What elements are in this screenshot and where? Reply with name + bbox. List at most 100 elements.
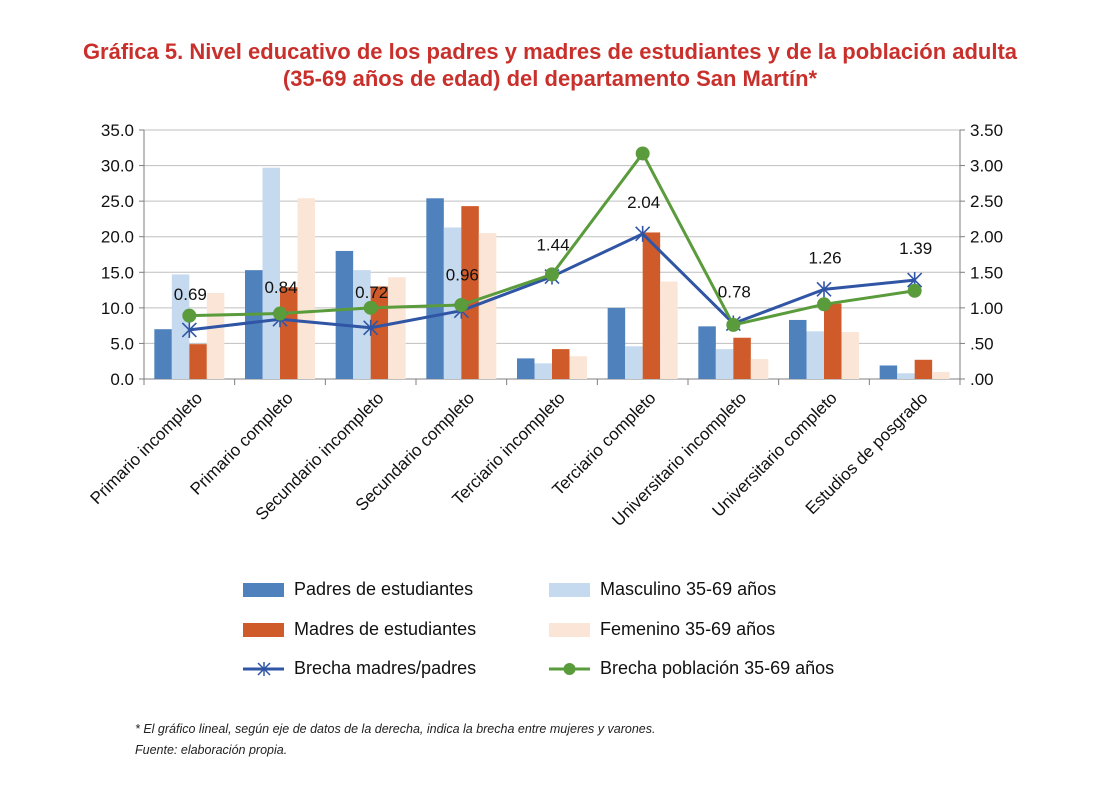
bar-padres [879, 365, 898, 379]
category-label: Primario incompleto [86, 388, 206, 508]
legend-item-brecha-poblacion: Brecha población 35-69 años [549, 658, 834, 679]
lines [181, 146, 923, 338]
left-tick-label: 0.0 [110, 370, 134, 389]
bar-padres [154, 329, 172, 379]
legend-label-femenino: Femenino 35-69 años [600, 619, 776, 639]
bar-padres [607, 307, 626, 379]
bar-madres [189, 344, 207, 379]
bar-padres [245, 270, 263, 379]
data-label-brecha-madres-padres: 0.78 [718, 283, 751, 302]
bar-masculino [806, 331, 824, 379]
bar-padres [517, 358, 535, 379]
legend-item-masculino: Masculino 35-69 años [549, 579, 776, 600]
marker-brecha-madres-padres [363, 319, 379, 336]
left-tick-label: 30.0 [101, 157, 134, 176]
marker-brecha-poblacion [273, 306, 287, 321]
marker-brecha-poblacion [817, 297, 831, 312]
right-tick-label: 1.00 [970, 299, 1003, 318]
marker-brecha-madres-padres [816, 281, 832, 298]
chart-title-line-2: (35-69 años de edad) del departamento Sa… [282, 66, 818, 91]
left-tick-label: 10.0 [101, 299, 134, 318]
legend-item-padres: Padres de estudiantes [243, 579, 473, 600]
bar-femenino [750, 359, 769, 379]
bar-masculino [353, 270, 371, 379]
bar-padres [789, 319, 807, 379]
bar-masculino [171, 274, 190, 379]
bar-padres [426, 198, 444, 379]
bar-madres [914, 359, 933, 379]
bar-padres [698, 326, 716, 379]
bar-madres [733, 337, 751, 379]
legend-item-madres: Madres de estudiantes [243, 619, 476, 640]
bar-femenino [569, 356, 587, 379]
left-tick-label: 25.0 [101, 192, 134, 211]
bar-femenino [478, 233, 497, 379]
legend-label-madres: Madres de estudiantes [294, 619, 477, 639]
data-label-brecha-madres-padres: 1.39 [899, 239, 932, 258]
bar-madres [552, 349, 570, 379]
bar-padres [335, 250, 354, 379]
chart-area: 0.0 .00 5.0 .50 10.0 1.00 15.0 1.50 20.0 2.00 25.0… [86, 121, 1003, 530]
legend-item-femenino: Femenino 35-69 años [549, 619, 775, 640]
left-tick-label: 20.0 [101, 228, 134, 247]
right-tick-label: .00 [970, 370, 994, 389]
footnotes: * El gráfico lineal, según eje de datos … [135, 719, 655, 761]
bar-madres [461, 206, 479, 379]
source-note: Fuente: elaboración propia. [135, 743, 288, 757]
bar-masculino [534, 363, 552, 379]
bar-femenino [297, 198, 315, 379]
legend-label-masculino: Masculino 35-69 años [600, 579, 777, 599]
tick-labels: 0.0 .00 5.0 .50 10.0 1.00 15.0 1.50 20.0 2.00 25.0… [101, 121, 1003, 389]
chart-title-line-1: Gráfica 5. Nivel educativo de los padres… [82, 39, 1018, 64]
data-label-brecha-madres-padres: 1.44 [536, 236, 569, 255]
bar-masculino [715, 349, 734, 379]
right-tick-label: 2.50 [970, 192, 1003, 211]
footnote-line: * El gráfico lineal, según eje de datos … [135, 722, 656, 736]
bar-femenino [841, 332, 859, 379]
legend-item-brecha-madres-padres: Brecha madres/padres [243, 658, 476, 679]
marker-brecha-poblacion [635, 146, 650, 161]
bar-femenino [660, 281, 678, 379]
marker-brecha-madres-padres [635, 225, 651, 242]
data-labels: 0.69 0.84 0.72 0.96 1.44 2.04 0.78 1.26 1.39 [174, 193, 932, 304]
marker-brecha-poblacion [545, 267, 559, 282]
legend-swatch-masculino [549, 582, 590, 597]
marker-brecha-poblacion [182, 308, 197, 323]
bar-femenino [932, 371, 950, 379]
left-tick-label: 35.0 [101, 121, 134, 140]
legend-swatch-madres [243, 622, 284, 637]
data-label-brecha-madres-padres: 0.69 [174, 285, 207, 304]
bar-masculino [262, 167, 280, 379]
bar-masculino [625, 346, 643, 379]
legend-label-brecha-madres-padres: Brecha madres/padres [294, 658, 477, 678]
right-tick-label: 2.00 [970, 228, 1003, 247]
left-tick-label: 5.0 [110, 334, 134, 353]
data-label-brecha-madres-padres: 1.26 [808, 248, 841, 267]
bar-madres [824, 303, 842, 379]
legend-swatch-padres [243, 582, 284, 597]
bar-madres [280, 287, 298, 379]
marker-brecha-poblacion [907, 283, 922, 298]
left-tick-label: 15.0 [101, 263, 134, 282]
marker-brecha-poblacion [726, 317, 741, 332]
bar-femenino [206, 292, 225, 379]
right-tick-label: 1.50 [970, 263, 1003, 282]
legend-swatch-femenino [549, 622, 590, 637]
legend-label-padres: Padres de estudiantes [294, 579, 474, 599]
data-label-brecha-madres-padres: 0.72 [355, 283, 388, 302]
bar-madres [642, 232, 661, 379]
data-label-brecha-madres-padres: 2.04 [627, 193, 660, 212]
bar-masculino [897, 373, 915, 379]
data-label-brecha-madres-padres: 0.96 [446, 266, 479, 285]
chart-title: Gráfica 5. Nivel educativo de los padres… [0, 38, 1100, 92]
legend-label-brecha-poblacion: Brecha población 35-69 años [600, 658, 835, 678]
bar-masculino [443, 227, 462, 379]
marker-brecha-poblacion [454, 298, 469, 313]
right-tick-label: 3.50 [970, 121, 1003, 140]
right-tick-label: 3.00 [970, 157, 1003, 176]
legend-swatch-brecha-madres-padres [243, 661, 284, 676]
legend-swatch-brecha-poblacion [549, 662, 590, 675]
marker-brecha-poblacion [363, 300, 378, 315]
right-tick-label: .50 [970, 334, 994, 353]
